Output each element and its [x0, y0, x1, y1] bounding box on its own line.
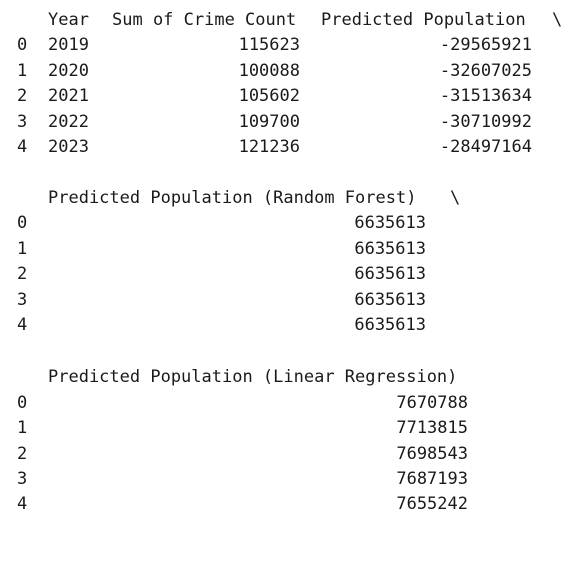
- row-index: 2: [17, 86, 28, 106]
- block1-header-row: Year Sum of Crime Count Predicted Popula…: [0, 9, 576, 31]
- row-index: 2: [17, 264, 28, 284]
- random-forest-cell: 6635613: [354, 315, 426, 335]
- row-index: 1: [17, 239, 28, 259]
- random-forest-cell: 6635613: [354, 290, 426, 310]
- predicted-population-cell: -29565921: [439, 35, 532, 55]
- crime-count-cell: 121236: [238, 137, 300, 157]
- column-header-year: Year: [48, 10, 89, 30]
- table-row: 4 6635613: [0, 314, 576, 336]
- predicted-population-cell: -31513634: [439, 86, 532, 106]
- row-index: 2: [17, 444, 28, 464]
- table-row: 1 2020 100088 -32607025: [0, 60, 576, 82]
- row-index: 0: [17, 213, 28, 233]
- crime-count-cell: 109700: [238, 112, 300, 132]
- row-index: 0: [17, 393, 28, 413]
- block2-header-row: Predicted Population (Random Forest) \: [0, 187, 576, 209]
- table-row: 0 6635613: [0, 212, 576, 234]
- column-header-random-forest: Predicted Population (Random Forest): [48, 188, 417, 208]
- linear-regression-cell: 7713815: [396, 418, 468, 438]
- column-header-sum-crime-count: Sum of Crime Count: [112, 10, 297, 30]
- random-forest-cell: 6635613: [354, 239, 426, 259]
- table-row: 2 7698543: [0, 443, 576, 465]
- table-row: 4 2023 121236 -28497164: [0, 136, 576, 158]
- row-index: 3: [17, 290, 28, 310]
- table-row: 3 7687193: [0, 468, 576, 490]
- row-index: 4: [17, 315, 28, 335]
- crime-count-cell: 115623: [238, 35, 300, 55]
- year-cell: 2021: [48, 86, 89, 106]
- predicted-population-cell: -28497164: [439, 137, 532, 157]
- table-row: 0 7670788: [0, 392, 576, 414]
- row-index: 1: [17, 418, 28, 438]
- table-row: 3 2022 109700 -30710992: [0, 111, 576, 133]
- row-index: 1: [17, 61, 28, 81]
- table-row: 2 2021 105602 -31513634: [0, 85, 576, 107]
- predicted-population-cell: -32607025: [439, 61, 532, 81]
- linear-regression-cell: 7698543: [396, 444, 468, 464]
- year-cell: 2019: [48, 35, 89, 55]
- table-row: 0 2019 115623 -29565921: [0, 34, 576, 56]
- predicted-population-cell: -30710992: [439, 112, 532, 132]
- random-forest-cell: 6635613: [354, 213, 426, 233]
- crime-count-cell: 100088: [238, 61, 300, 81]
- table-row: 4 7655242: [0, 493, 576, 515]
- crime-count-cell: 105602: [238, 86, 300, 106]
- year-cell: 2020: [48, 61, 89, 81]
- table-row: 1 6635613: [0, 238, 576, 260]
- continuation-marker: \: [450, 188, 461, 208]
- linear-regression-cell: 7670788: [396, 393, 468, 413]
- random-forest-cell: 6635613: [354, 264, 426, 284]
- table-row: 2 6635613: [0, 263, 576, 285]
- row-index: 4: [17, 137, 28, 157]
- block3-header-row: Predicted Population (Linear Regression): [0, 366, 576, 388]
- year-cell: 2022: [48, 112, 89, 132]
- row-index: 0: [17, 35, 28, 55]
- year-cell: 2023: [48, 137, 89, 157]
- table-row: 3 6635613: [0, 289, 576, 311]
- row-index: 3: [17, 469, 28, 489]
- linear-regression-cell: 7655242: [396, 494, 468, 514]
- row-index: 3: [17, 112, 28, 132]
- table-row: 1 7713815: [0, 417, 576, 439]
- dataframe-output: Year Sum of Crime Count Predicted Popula…: [0, 9, 576, 515]
- continuation-marker: \: [552, 10, 563, 30]
- row-index: 4: [17, 494, 28, 514]
- linear-regression-cell: 7687193: [396, 469, 468, 489]
- column-header-predicted-population: Predicted Population: [321, 10, 526, 30]
- column-header-linear-regression: Predicted Population (Linear Regression): [48, 367, 458, 387]
